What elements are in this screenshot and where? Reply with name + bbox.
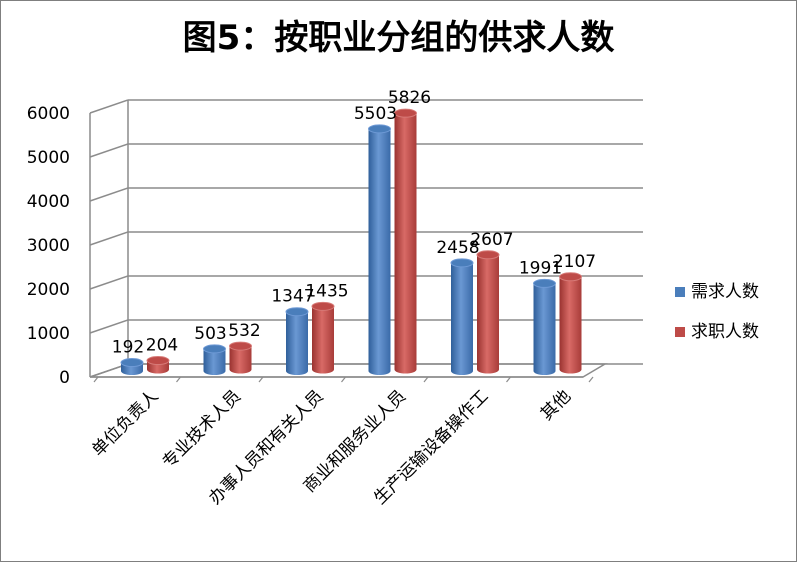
gridline-depth — [89, 231, 129, 246]
bar — [146, 356, 170, 374]
x-tick — [506, 376, 511, 383]
bar-top — [203, 344, 226, 354]
bar-top — [229, 341, 252, 351]
y-tick-label: 0 — [59, 368, 70, 388]
bar — [229, 341, 252, 374]
data-label: 503 — [194, 324, 226, 344]
gridline-depth — [89, 143, 129, 158]
data-label: 532 — [228, 321, 260, 341]
y-tick-label: 4000 — [27, 192, 70, 212]
x-tick — [93, 376, 99, 383]
data-label: 192 — [112, 338, 144, 358]
gridline-depth — [89, 319, 129, 334]
x-tick — [588, 376, 594, 383]
bar-top — [450, 258, 474, 268]
x-tick-label: 其他 — [537, 386, 575, 424]
x-tick-label: 单位负责人 — [88, 386, 162, 460]
x-tick — [423, 376, 429, 383]
bar — [368, 124, 391, 375]
bar-top — [146, 356, 170, 366]
bars — [120, 108, 582, 375]
gridline-depth — [89, 275, 129, 290]
x-tick — [258, 376, 264, 383]
x-tick — [176, 376, 181, 383]
data-label: 5826 — [388, 88, 431, 108]
legend-swatch — [675, 327, 685, 337]
bar-body — [286, 311, 308, 375]
bar-top — [533, 278, 556, 288]
bar-body — [394, 113, 417, 374]
y-tick-label: 6000 — [27, 104, 70, 124]
bar-top — [285, 307, 309, 317]
bar-body — [229, 346, 252, 374]
bar-top — [559, 272, 582, 282]
bar-body — [559, 276, 582, 374]
data-label: 2607 — [470, 230, 513, 250]
data-label: 1991 — [519, 258, 562, 278]
bar-top — [311, 301, 335, 311]
bar-body — [368, 128, 391, 375]
legend-swatch — [675, 287, 685, 297]
x-tick — [341, 376, 346, 383]
gridline-depth — [89, 187, 129, 202]
bar — [450, 258, 474, 375]
bar-body — [451, 262, 473, 375]
gridline-depth — [89, 99, 129, 114]
bar-top — [368, 124, 391, 134]
bar-top — [394, 108, 417, 118]
y-tick-label: 1000 — [27, 324, 70, 344]
y-tick-label: 5000 — [27, 148, 70, 168]
bar — [285, 307, 309, 375]
bar-top — [120, 358, 144, 368]
data-label: 2107 — [553, 252, 596, 272]
bar-body — [203, 348, 226, 375]
bar — [394, 108, 417, 374]
bar — [476, 250, 500, 374]
bar-body — [533, 283, 556, 375]
bar-top — [476, 250, 500, 260]
data-label: 5503 — [354, 104, 397, 124]
bar — [533, 278, 556, 375]
chart-title: 图5：按职业分组的供求人数 — [182, 18, 615, 58]
y-tick-label: 2000 — [27, 280, 70, 300]
bar — [559, 272, 582, 374]
bar — [203, 344, 226, 375]
legend-label: 需求人数 — [691, 282, 759, 302]
data-label: 204 — [146, 336, 178, 356]
y-tick-label: 3000 — [27, 236, 70, 256]
bar — [120, 358, 144, 375]
legend-label: 求职人数 — [691, 322, 759, 342]
bar-body — [477, 254, 499, 374]
data-label: 1347 — [271, 287, 314, 307]
bar-body — [312, 306, 334, 374]
bar — [311, 301, 335, 374]
data-label: 1435 — [305, 281, 348, 301]
data-label: 2458 — [436, 238, 479, 258]
x-tick-label: 专业技术人员 — [159, 386, 245, 472]
